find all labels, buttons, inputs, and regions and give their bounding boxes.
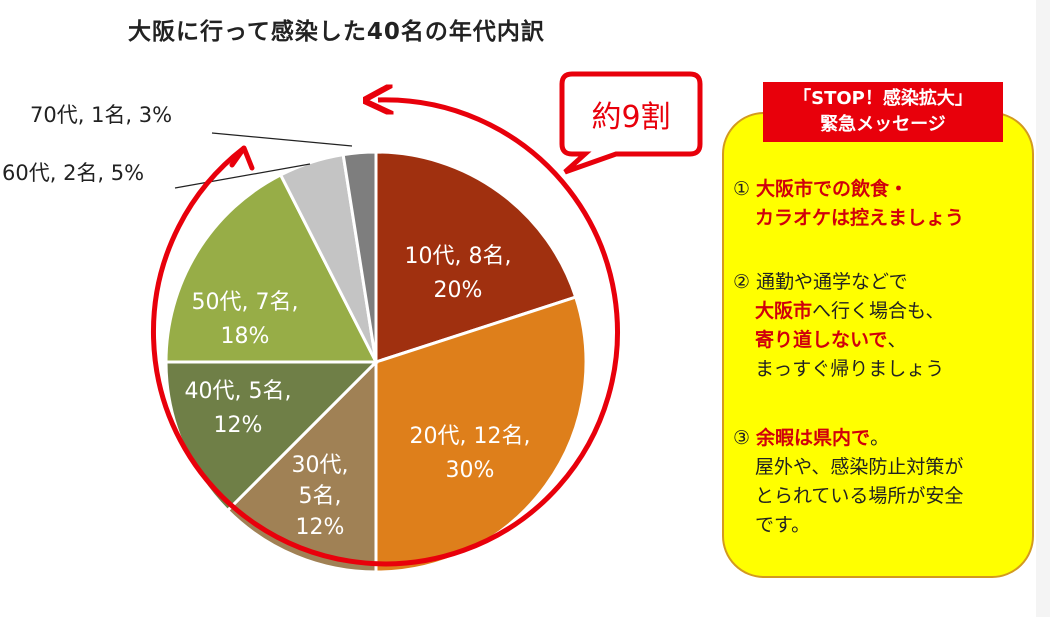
leader-line-70s xyxy=(211,132,353,147)
slice-label-50s: 50代, 7名, xyxy=(192,290,299,315)
pie-chart: 10代, 8名, 20% 20代, 12名, 30% 30代, 5名, 12% … xyxy=(2,71,703,574)
item-2-line3-red: 寄り道しないで xyxy=(755,329,888,351)
slice-label-60s: 60代, 2名, 5% xyxy=(2,161,144,185)
slice-label-50s-pct: 18% xyxy=(221,324,270,349)
slice-label-10s-pct: 20% xyxy=(434,278,483,303)
pie-slice-20代 xyxy=(374,295,588,574)
slice-label-30s-count: 5名, xyxy=(299,484,342,509)
item-1-number: ① xyxy=(733,178,751,200)
slice-label-10s: 10代, 8名, xyxy=(405,244,512,269)
panel-title: 「STOP！感染拡大」 緊急メッセージ xyxy=(763,82,1003,142)
item-1-line1: 大阪市での飲食・ xyxy=(756,178,909,200)
slice-label-20s: 20代, 12名, xyxy=(410,424,531,449)
message-item-1: ① 大阪市での飲食・ カラオケは控えましょう xyxy=(733,175,1033,233)
slice-label-20s-pct: 30% xyxy=(446,458,495,483)
slice-label-70s: 70代, 1名, 3% xyxy=(30,103,172,127)
item-2-number: ② xyxy=(733,271,751,293)
item-3-number: ③ xyxy=(733,427,751,449)
message-item-2: ② 通勤や通学などで 大阪市へ行く場合も、 寄り道しないで、 まっすぐ帰りましょう xyxy=(733,268,1033,384)
chart-title: 大阪に行って感染した40名の年代内訳 xyxy=(128,19,545,45)
right-edge-strip xyxy=(1036,0,1050,617)
item-3-line1-red: 余暇は県内で xyxy=(756,427,871,449)
slice-label-40s: 40代, 5名, xyxy=(185,379,292,404)
message-panel xyxy=(722,112,1034,578)
item-1-line2: カラオケは控えましょう xyxy=(755,207,965,229)
item-3-line1-rest: 。 xyxy=(870,427,890,449)
panel-title-line1: 「STOP！感染拡大」 xyxy=(793,88,973,109)
pie-slice-10代 xyxy=(374,150,578,365)
item-3-line4: です。 xyxy=(755,514,811,536)
item-2-line1: 通勤や通学などで xyxy=(756,271,908,293)
item-3-line2: 屋外や、感染防止対策が xyxy=(755,456,964,478)
slice-label-30s-pct: 12% xyxy=(296,515,345,540)
pie-slice-70代 xyxy=(341,150,378,363)
item-2-line2-red: 大阪市 xyxy=(755,300,813,322)
ninety-percent-arc-arrow-start xyxy=(229,145,255,171)
ninety-percent-arc-arrow xyxy=(150,100,620,567)
pie-slices xyxy=(164,150,588,574)
pie-slice-30代 xyxy=(225,358,378,574)
callout-bubble xyxy=(559,71,703,175)
item-2-line3-rest: 、 xyxy=(887,329,907,351)
message-item-3: ③ 余暇は県内で。 屋外や、感染防止対策が とられている場所が安全 です。 xyxy=(733,424,1033,540)
slice-label-40s-pct: 12% xyxy=(214,413,263,438)
leader-line-60s xyxy=(174,163,311,189)
slice-label-30s: 30代, xyxy=(292,453,349,478)
item-3-line3: とられている場所が安全 xyxy=(755,485,964,507)
panel-title-line2: 緊急メッセージ xyxy=(820,114,946,135)
callout-text: 約9割 xyxy=(591,100,670,135)
item-2-line4: まっすぐ帰りましょう xyxy=(755,358,945,380)
item-2-line2-rest: へ行く場合も、 xyxy=(812,300,945,322)
pie-slice-50代 xyxy=(164,172,379,364)
